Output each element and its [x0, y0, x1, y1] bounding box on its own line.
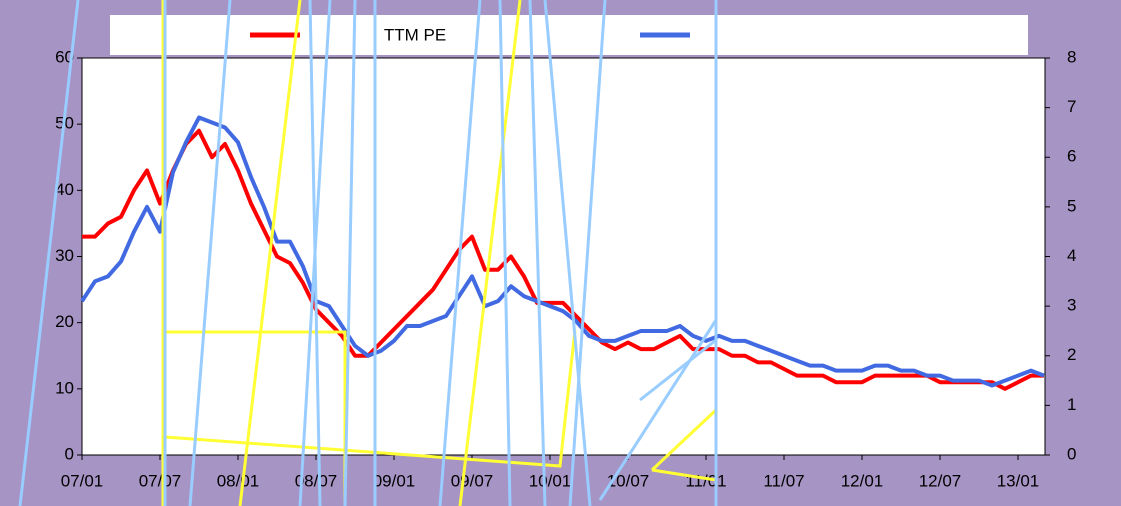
y2-tick-label: 4: [1067, 246, 1076, 265]
y-tick-label: 20: [55, 312, 74, 331]
glitch-line: [188, 0, 232, 506]
glitch-line: [298, 0, 332, 506]
glitch-line: [568, 0, 607, 506]
glitch-line: [543, 0, 592, 506]
glitch-line: [598, 319, 718, 501]
y-tick-label: 0: [65, 444, 74, 463]
y2-tick-label: 0: [1067, 444, 1076, 463]
x-tick-label: 07/01: [61, 471, 104, 490]
glitch-line: [458, 0, 522, 506]
x-tick-label: 09/01: [373, 471, 416, 490]
x-tick-label: 11/01: [685, 471, 726, 490]
plot-area: [81, 57, 1046, 456]
glitch-line: [498, 0, 512, 506]
glitch-line: [528, 0, 547, 506]
y2-tick-label: 7: [1067, 97, 1076, 116]
x-tick-label: 08/07: [295, 471, 338, 490]
glitch-line: [438, 0, 482, 506]
y2-tick-label: 2: [1067, 345, 1076, 364]
y-tick-label: 60: [55, 47, 74, 66]
y-tick-label: 30: [55, 246, 74, 265]
x-tick-label: 08/01: [217, 471, 260, 490]
y-tick-label: 10: [55, 378, 74, 397]
legend-label: TTM PE: [384, 25, 446, 44]
x-tick-label: 07/07: [139, 471, 182, 490]
y2-tick-label: 3: [1067, 296, 1076, 315]
series-line: [82, 128, 1044, 391]
glitch-overlay: [18, 0, 718, 506]
glitch-line: [343, 0, 357, 506]
x-tick-label: 10/07: [607, 471, 650, 490]
x-tick-label: 13/01: [997, 471, 1040, 490]
x-tick-label: 12/07: [919, 471, 962, 490]
x-tick-label: 12/01: [841, 471, 884, 490]
glitch-line: [164, 329, 577, 468]
y2-tick-label: 5: [1067, 196, 1076, 215]
y2-tick-label: 8: [1067, 47, 1076, 66]
series-line: [80, 115, 1045, 388]
glitch-line: [18, 0, 80, 506]
glitch-line: [238, 0, 302, 506]
y2-tick-label: 6: [1067, 147, 1076, 166]
glitch-line: [639, 338, 717, 402]
x-tick-label: 09/07: [451, 471, 494, 490]
legend-box: [110, 15, 1028, 55]
y-tick-label: 40: [55, 180, 74, 199]
x-tick-label: 10/01: [529, 471, 572, 490]
y2-tick-label: 1: [1067, 395, 1076, 414]
x-tick-label: 11/07: [763, 471, 804, 490]
